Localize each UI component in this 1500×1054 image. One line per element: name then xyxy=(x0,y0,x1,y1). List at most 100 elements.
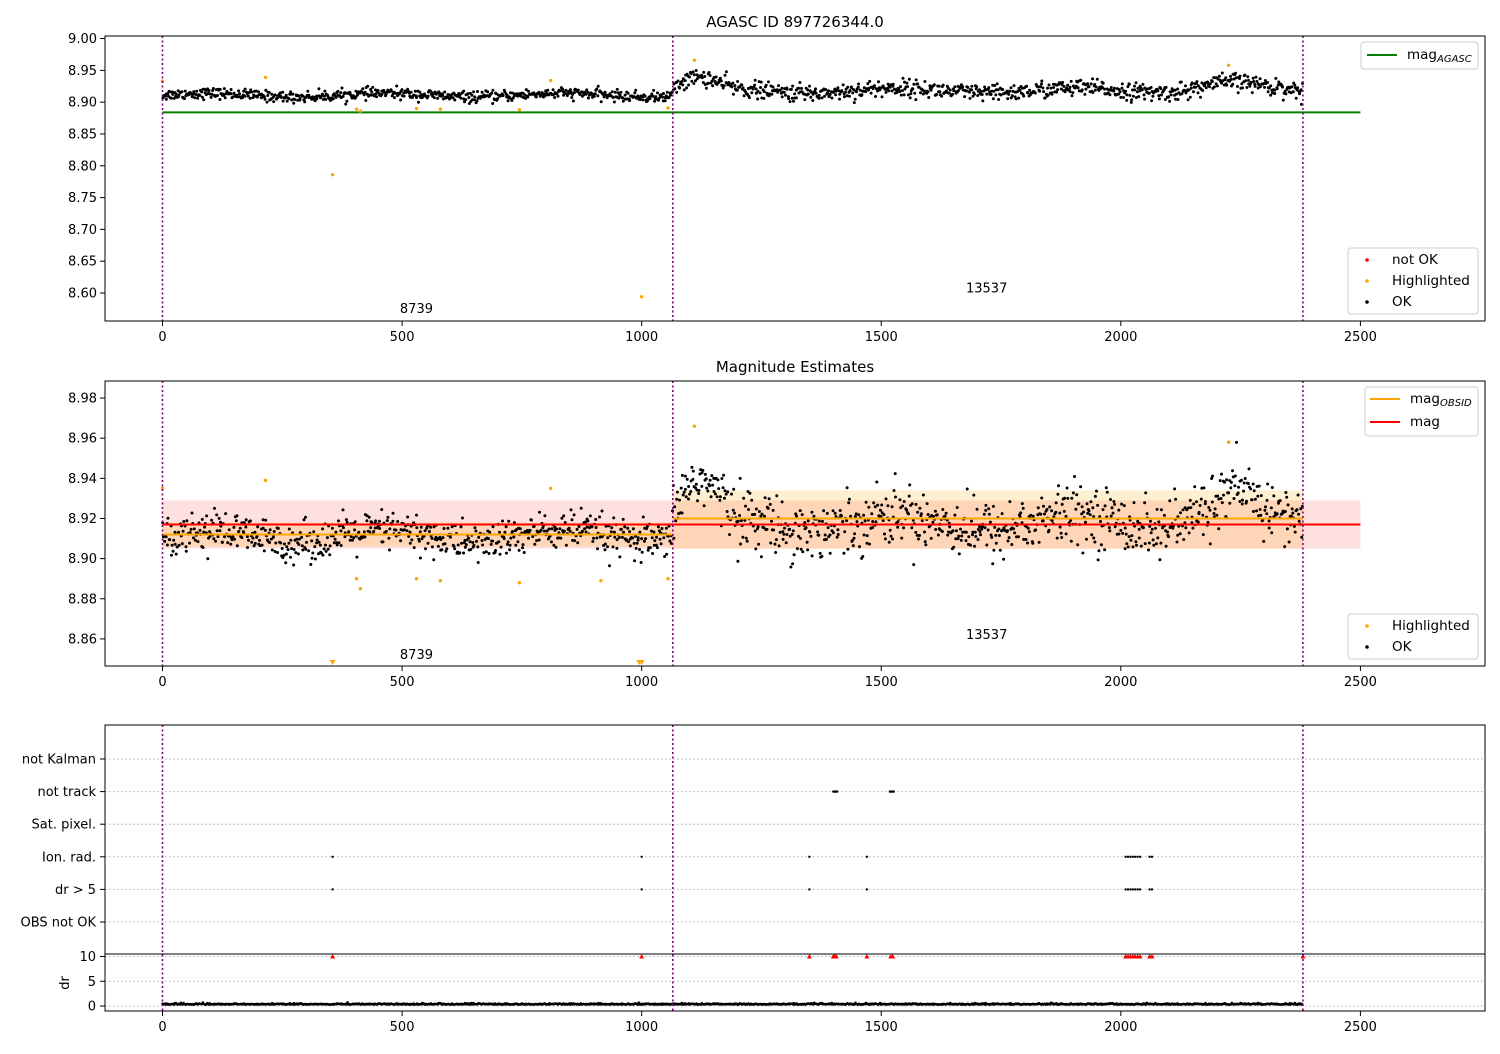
ok-point xyxy=(1189,86,1193,90)
ok-point xyxy=(1056,492,1060,496)
ok-point xyxy=(1152,543,1156,547)
ok-point xyxy=(369,88,373,91)
ok-point xyxy=(472,543,476,547)
ok-point xyxy=(892,489,896,492)
ok-point xyxy=(1134,540,1138,544)
ok-point xyxy=(190,511,194,515)
ok-point xyxy=(1009,86,1013,90)
ok-point xyxy=(774,551,778,554)
legend-box xyxy=(1347,247,1479,315)
ok-point xyxy=(857,513,861,517)
ok-point xyxy=(1049,86,1053,90)
ok-point xyxy=(763,514,766,518)
ok-point xyxy=(241,96,244,100)
ok-point xyxy=(881,519,885,523)
ok-point xyxy=(231,95,235,99)
ok-point xyxy=(664,526,668,530)
ok-point xyxy=(235,514,239,518)
ok-point xyxy=(1145,512,1149,516)
ok-point xyxy=(302,518,306,522)
ok-point xyxy=(718,495,722,499)
ok-point xyxy=(576,541,580,545)
ok-point xyxy=(982,512,986,516)
ok-point xyxy=(866,82,870,86)
ok-point xyxy=(328,553,332,557)
ok-point xyxy=(596,94,600,98)
ok-point xyxy=(646,99,650,103)
ok-point xyxy=(675,90,679,94)
ok-point xyxy=(767,497,771,501)
ok-point xyxy=(183,89,187,93)
ok-point xyxy=(914,98,918,102)
ok-point xyxy=(777,84,780,88)
ok-point xyxy=(323,89,327,93)
ok-point xyxy=(364,99,368,102)
ok-point xyxy=(662,92,665,95)
ok-point xyxy=(246,546,249,549)
ok-point xyxy=(1126,545,1130,549)
ok-point xyxy=(348,90,352,94)
ok-point xyxy=(1272,494,1276,498)
ok-point xyxy=(1022,537,1026,541)
ok-point xyxy=(1195,500,1198,504)
ok-point xyxy=(252,544,256,548)
ok-point xyxy=(1217,74,1221,78)
ok-point xyxy=(1085,502,1089,506)
ok-point xyxy=(1112,500,1116,503)
ok-point xyxy=(759,80,763,84)
ok-point xyxy=(639,561,643,564)
ok-point xyxy=(1210,477,1214,480)
flag-row-label: Ion. rad. xyxy=(42,850,96,865)
ok-point xyxy=(1238,77,1241,80)
ok-point xyxy=(1275,87,1279,91)
ok-point xyxy=(229,92,233,96)
ok-point xyxy=(628,530,632,534)
flag-point xyxy=(640,888,643,891)
ok-point xyxy=(253,530,257,534)
ok-point xyxy=(372,530,376,533)
ok-point xyxy=(1213,507,1217,511)
ok-point xyxy=(1017,96,1021,100)
ok-point xyxy=(976,538,980,541)
ok-point xyxy=(935,513,939,517)
ok-point xyxy=(426,94,430,98)
ok-point xyxy=(711,483,715,487)
ok-point xyxy=(980,525,984,529)
ok-point xyxy=(1097,549,1101,553)
ok-point xyxy=(682,88,686,92)
ok-point xyxy=(1027,530,1031,534)
ok-point xyxy=(1217,527,1221,531)
ok-point xyxy=(948,88,952,92)
ok-point xyxy=(317,87,321,91)
ok-point xyxy=(919,91,922,95)
ok-point xyxy=(287,97,291,101)
ok-point xyxy=(596,547,599,551)
ok-point xyxy=(1109,86,1113,89)
ok-point xyxy=(658,537,662,541)
ok-point xyxy=(1124,532,1128,536)
bands xyxy=(162,490,1361,549)
ok-point xyxy=(1267,526,1271,530)
ok-point xyxy=(638,530,642,534)
ok-point xyxy=(907,77,911,81)
ok-point xyxy=(1080,505,1084,509)
ok-point xyxy=(1036,85,1040,89)
ok-point xyxy=(774,538,778,542)
ok-point xyxy=(805,540,809,544)
ok-point xyxy=(555,92,559,96)
ok-point xyxy=(724,492,728,496)
ok-point xyxy=(209,95,213,99)
ok-point xyxy=(984,503,988,507)
ok-point xyxy=(763,496,767,500)
highlighted-point xyxy=(414,576,419,581)
ok-point xyxy=(880,95,884,99)
ok-point xyxy=(780,86,784,90)
ok-point xyxy=(1187,531,1191,535)
ok-point xyxy=(220,540,224,544)
ok-point xyxy=(983,526,987,530)
ok-point xyxy=(272,530,276,533)
ok-point xyxy=(867,505,871,509)
ok-point xyxy=(409,90,413,94)
ok-point xyxy=(506,540,510,544)
ok-point xyxy=(418,90,422,94)
